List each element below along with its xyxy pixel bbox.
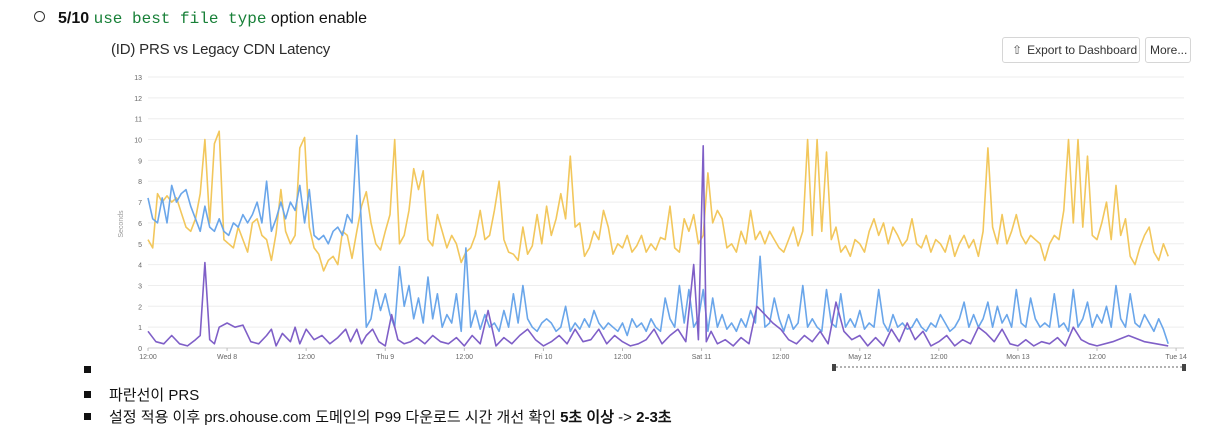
export-label: Export to Dashboard <box>1027 43 1138 57</box>
step-number: 5/10 <box>58 10 90 27</box>
y-tick-label: 6 <box>138 221 142 228</box>
square-bullet-icon <box>84 366 91 373</box>
y-tick-label: 1 <box>138 325 142 332</box>
square-bullet-icon <box>84 413 91 420</box>
x-tick-label: May 12 <box>848 354 871 361</box>
x-tick-labels: 12:00 Wed 8 12:00 Thu 9 12:00 Fri 10 12:00 Sat … <box>139 348 1187 361</box>
y-tick-label: 11 <box>135 117 142 124</box>
series-line-legacy <box>147 130 1169 272</box>
x-tick-label: 12:00 <box>297 354 315 361</box>
list-item-improvement: 설정 적용 이후 prs.ohouse.com 도메인의 P99 다운로드 시간… <box>84 406 672 428</box>
x-tick-label: 12:00 <box>614 354 632 361</box>
list-item-text: 설정 적용 이후 prs.ohouse.com 도메인의 P99 다운로드 시간… <box>109 409 561 426</box>
x-tick-label: 12:00 <box>930 354 948 361</box>
before-value: 5초 이상 <box>560 409 615 426</box>
series-line-third <box>147 145 1169 347</box>
y-tick-label: 7 <box>138 200 142 207</box>
x-tick-label: Fri 10 <box>534 354 552 361</box>
hollow-bullet-icon <box>34 11 45 22</box>
step-line: 5/10 use best file type option enable <box>34 10 367 36</box>
x-tick-label: 12:00 <box>1088 354 1106 361</box>
x-tick-label: 12:00 <box>139 354 157 361</box>
step-suffix: option enable <box>270 10 367 27</box>
y-tick-label: 10 <box>134 138 142 145</box>
list-item-prs: 파란선이 PRS <box>84 384 199 406</box>
y-tick-label: 9 <box>138 158 142 165</box>
export-to-dashboard-button[interactable]: ⇧ Export to Dashboard <box>1002 37 1140 63</box>
y-tick-label: 0 <box>138 346 142 353</box>
y-tick-label: 12 <box>134 96 142 103</box>
chart-panel: (ID) PRS vs Legacy CDN Latency ⇧ Export t… <box>104 36 1196 374</box>
scrollbar-right-handle[interactable] <box>1182 364 1186 371</box>
series-lines <box>147 130 1169 347</box>
scrollbar-left-handle[interactable] <box>832 364 836 371</box>
y-tick-label: 4 <box>138 263 142 270</box>
chart-title: (ID) PRS vs Legacy CDN Latency <box>111 41 331 58</box>
chart-grid <box>148 76 1184 349</box>
x-tick-label: 12:00 <box>456 354 474 361</box>
y-tick-label: 5 <box>138 242 142 249</box>
list-item-text: 파란선이 PRS <box>109 387 200 404</box>
option-code: use best file type <box>93 10 267 28</box>
y-tick-label: 8 <box>138 179 142 186</box>
square-bullet-icon <box>84 391 91 398</box>
x-tick-label: Sat 11 <box>692 354 712 361</box>
list-item-empty <box>84 362 109 384</box>
x-tick-label: Tue 14 <box>1165 354 1187 361</box>
after-value: 2-3초 <box>636 409 672 426</box>
x-tick-label: Wed 8 <box>217 354 237 361</box>
y-tick-label: 3 <box>138 283 142 290</box>
x-tick-label: Thu 9 <box>376 354 394 361</box>
y-tick-label: 2 <box>138 304 142 311</box>
series-line-prs <box>147 134 1169 345</box>
upload-icon: ⇧ <box>1012 43 1023 57</box>
arrow-text: -> <box>614 409 637 426</box>
timeline-scrollbar[interactable] <box>832 364 1186 371</box>
y-tick-label: 13 <box>134 75 142 82</box>
x-tick-label: Mon 13 <box>1006 354 1029 361</box>
y-axis-label: Seconds <box>118 210 125 238</box>
x-tick-label: 12:00 <box>772 354 790 361</box>
more-button[interactable]: More... <box>1145 37 1191 63</box>
